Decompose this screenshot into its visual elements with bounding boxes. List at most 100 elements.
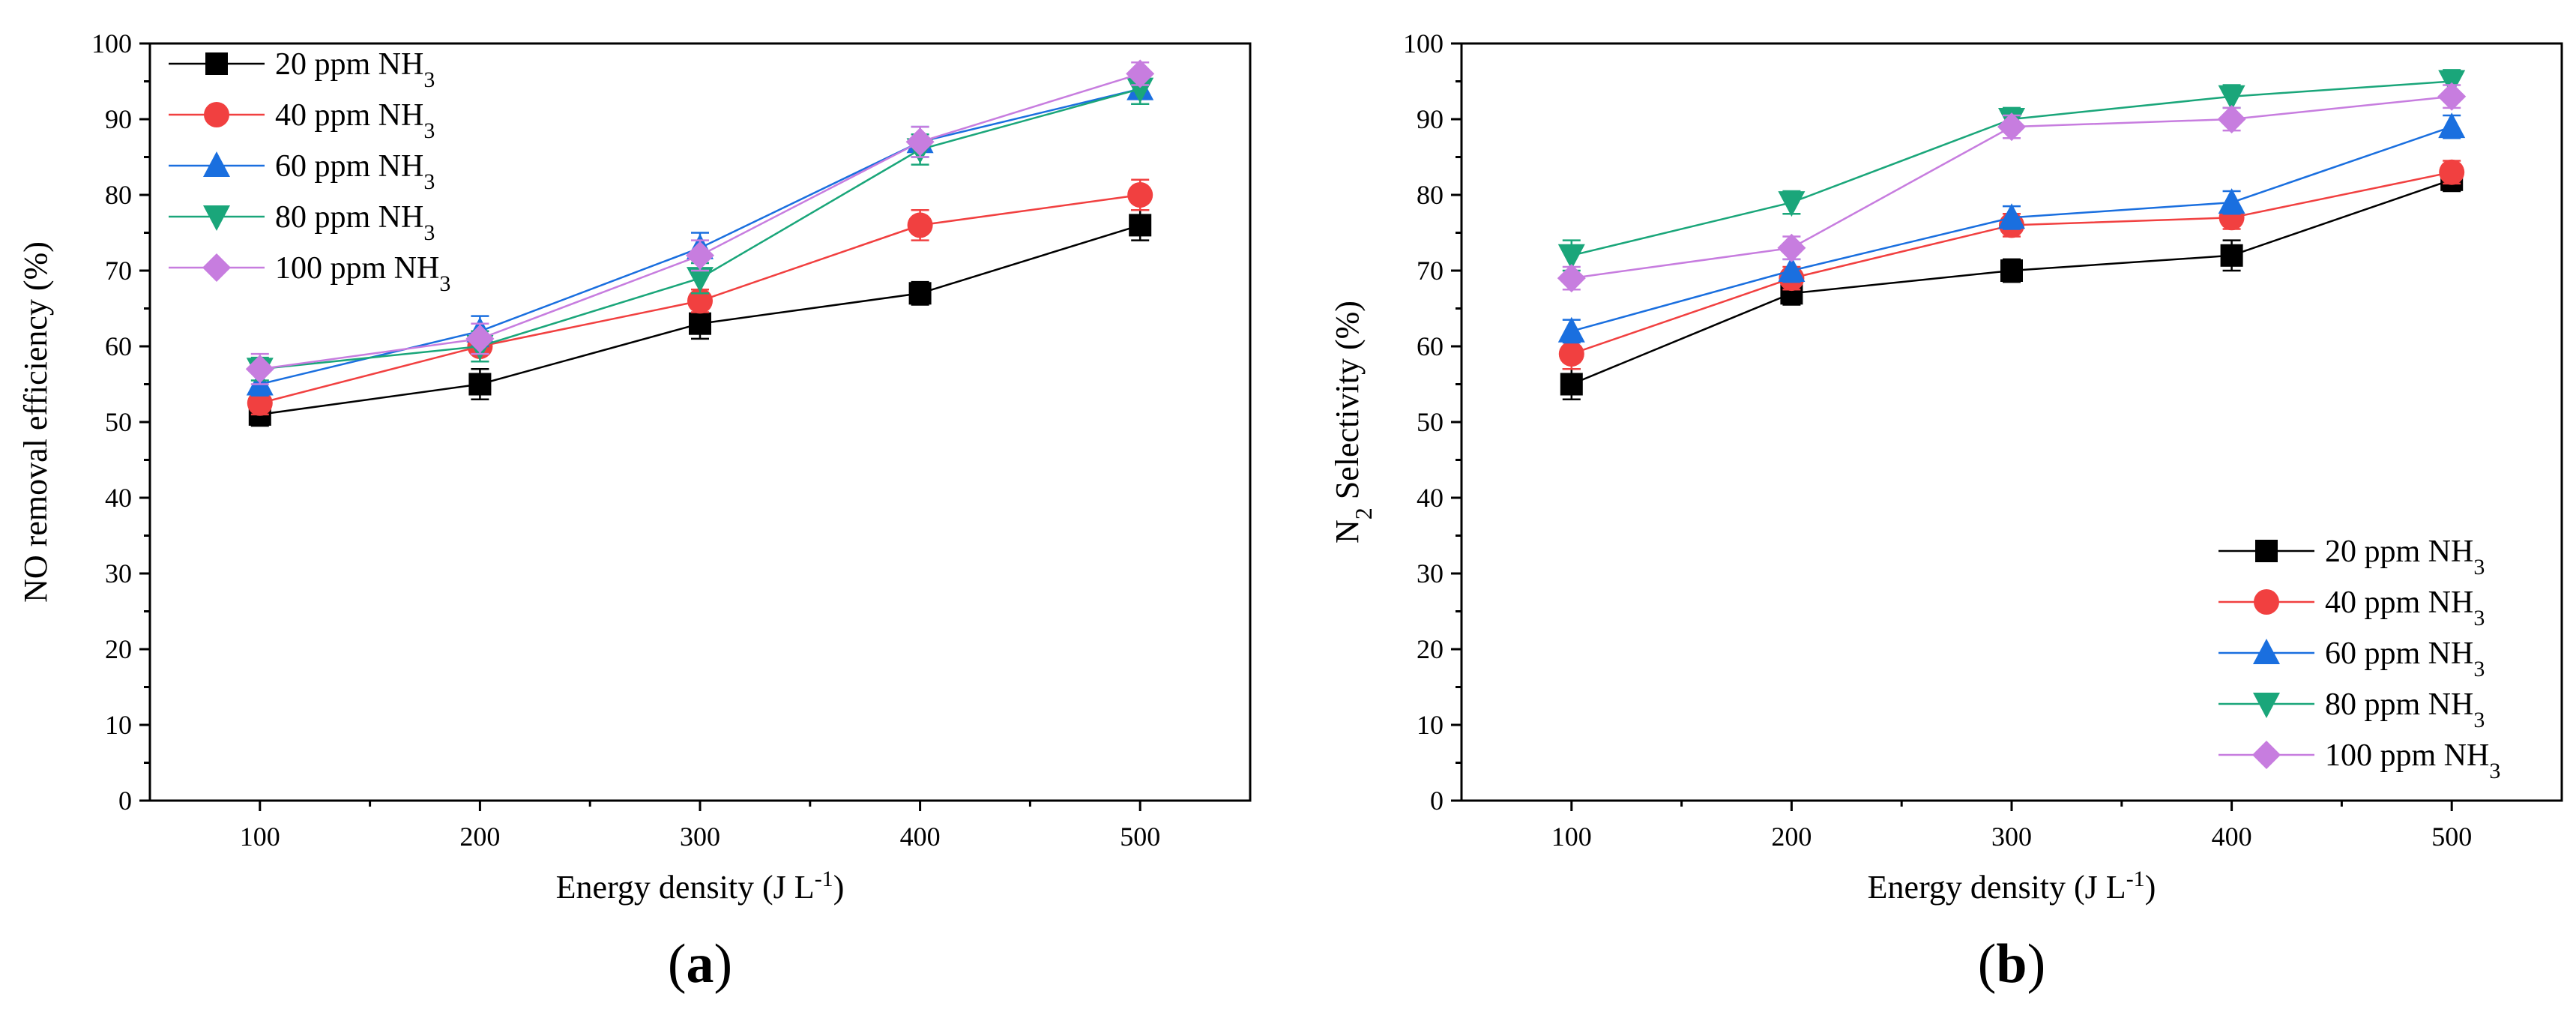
x-tick-label: 400	[900, 822, 941, 852]
data-point	[2437, 82, 2467, 111]
legend-marker	[204, 102, 229, 127]
legend-label-text: 80 ppm NH	[2325, 687, 2473, 722]
legend-label: 100 ppm NH3	[275, 251, 450, 296]
legend-label-sub: 3	[2473, 606, 2485, 630]
y-tick-label: 0	[1430, 786, 1444, 816]
data-point	[2438, 112, 2466, 139]
y-tick-label: 80	[105, 180, 132, 210]
y-axis-title-text: NO removal efficiency (%)	[17, 241, 54, 603]
data-point	[245, 355, 274, 384]
legend-label: 20 ppm NH3	[2325, 534, 2485, 579]
x-axis-title-text: Energy density (J L	[1868, 869, 2126, 906]
legend-label: 80 ppm NH3	[2325, 687, 2485, 732]
x-axis-title-sup: -1	[2126, 867, 2145, 891]
data-point	[1129, 214, 1152, 237]
chart-panel-a: 0 10 20 30 40 50 60 70 80 90 100 100 200 300 400 500 Ene…	[17, 28, 1252, 995]
data-point	[687, 288, 713, 314]
legend-label-text: 20 ppm NH	[275, 47, 423, 82]
data-point	[686, 241, 714, 270]
y-tick-label: 100	[91, 28, 132, 58]
x-tick-label: 100	[240, 822, 280, 852]
y-tick-label: 90	[1417, 104, 1444, 134]
legend-item: 80 ppm NH3	[2218, 687, 2485, 732]
legend-item: 20 ppm NH3	[169, 47, 435, 92]
legend-label-sub: 3	[2489, 759, 2500, 783]
y-axis-title-rest: Selectivity (%)	[1329, 301, 1366, 508]
legend-item: 40 ppm NH3	[169, 98, 435, 143]
y-tick-label: 50	[1417, 407, 1444, 437]
legend-label: 40 ppm NH3	[2325, 585, 2485, 630]
y-tick-label: 20	[1417, 634, 1444, 664]
legend-label: 80 ppm NH3	[275, 200, 435, 245]
legend-label-sub: 3	[423, 169, 435, 194]
legend-item: 20 ppm NH3	[2218, 534, 2485, 579]
y-tick-label: 30	[1417, 558, 1444, 588]
series-4	[1557, 69, 2466, 272]
data-point	[1778, 256, 1806, 282]
y-tick-label: 100	[1403, 28, 1444, 58]
panel-label-open: (	[668, 933, 687, 995]
legend-label-text: 40 ppm NH	[275, 98, 423, 133]
data-point	[468, 373, 492, 396]
data-point	[1558, 341, 1584, 367]
y-tick-label: 60	[1417, 331, 1444, 361]
series-5	[245, 59, 1155, 385]
legend-label-text: 60 ppm NH	[2325, 636, 2473, 671]
x-axis-title: Energy density (J L-1)	[1868, 867, 2156, 906]
data-point	[687, 267, 714, 293]
legend-marker	[2255, 540, 2278, 562]
y-tick-label: 30	[105, 558, 132, 588]
y-tick-label: 10	[1417, 710, 1444, 740]
data-point	[2218, 188, 2245, 214]
data-point	[689, 312, 711, 335]
y-axis-title: N2 Selectivity (%)	[1329, 301, 1377, 543]
legend-label: 40 ppm NH3	[275, 98, 435, 143]
legend-label-text: 60 ppm NH	[275, 149, 423, 184]
x-tick-label: 500	[2431, 822, 2472, 852]
data-point	[1557, 264, 1586, 293]
data-point	[1127, 182, 1153, 208]
data-point	[907, 212, 933, 238]
series-1	[1560, 167, 2464, 400]
legend-label-sub: 3	[423, 118, 435, 143]
legend-label-sub: 3	[439, 271, 450, 296]
y-tick-label: 70	[105, 256, 132, 286]
legend-item: 60 ppm NH3	[169, 149, 435, 194]
legend-label-text: 100 ppm NH	[2325, 738, 2489, 773]
legend-marker	[2253, 693, 2280, 718]
panel-label-close: )	[2027, 933, 2046, 995]
legend-label-text: 40 ppm NH	[2325, 585, 2473, 620]
x-axis-title: Energy density (J L-1)	[556, 867, 845, 906]
x-axis-title-end: )	[2145, 869, 2156, 906]
series-5	[1557, 82, 2467, 293]
data-point	[2220, 244, 2243, 267]
x-tick-label: 400	[2212, 822, 2252, 852]
data-point	[2439, 159, 2465, 185]
legend-marker	[202, 253, 231, 282]
legend-label-sub: 3	[2473, 657, 2485, 681]
y-axis-title: NO removal efficiency (%)	[17, 241, 54, 603]
x-axis-title-text: Energy density (J L	[556, 869, 815, 906]
data-point	[465, 324, 495, 353]
panel-label-letter: b	[1996, 933, 2027, 995]
x-tick-label: 200	[1771, 822, 1812, 852]
legend-marker	[203, 205, 230, 231]
legend-item: 100 ppm NH3	[169, 251, 450, 296]
y-tick-label: 60	[105, 331, 132, 361]
legend-label-sub: 3	[2473, 555, 2485, 579]
data-point	[2000, 259, 2023, 282]
x-tick-label: 300	[680, 822, 720, 852]
legend-label-text: 20 ppm NH	[2325, 534, 2473, 569]
x-tick-label: 200	[459, 822, 500, 852]
legend-marker	[2253, 639, 2280, 664]
data-point	[1126, 77, 1154, 103]
chart-panel-b: 0 10 20 30 40 50 60 70 80 90 100 100 200 300 400 500 Ene…	[1329, 28, 2563, 995]
y-axis-title-text: N	[1329, 519, 1366, 543]
legend-label-sub: 3	[423, 67, 435, 92]
legend-label-sub: 3	[2473, 708, 2485, 732]
data-point	[1557, 316, 1585, 343]
panel-label: (a)	[668, 933, 732, 995]
